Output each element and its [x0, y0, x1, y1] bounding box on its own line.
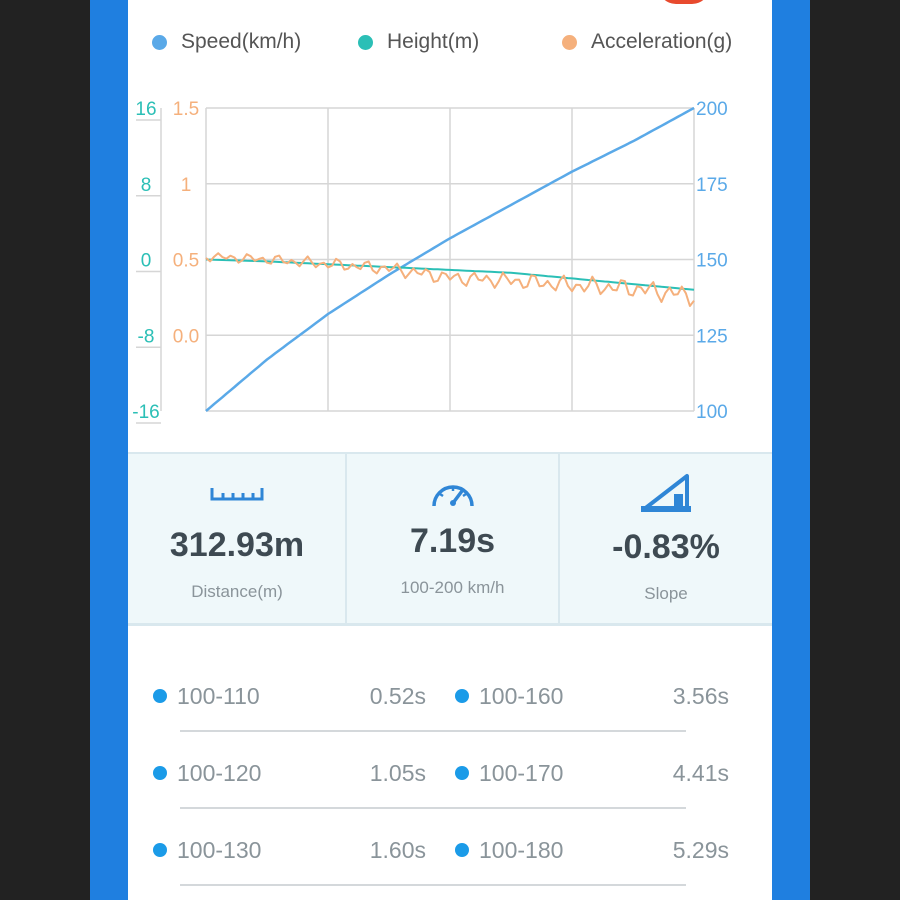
stat-divider — [345, 454, 347, 624]
split-time: 4.41s — [672, 760, 729, 786]
split-dot-icon — [455, 689, 469, 703]
split-range: 100-110 — [177, 682, 260, 709]
split-row: 100-110 0.52s 100-160 3.56s — [128, 676, 772, 716]
split-row: 100-120 1.05s 100-170 4.41s — [128, 753, 772, 793]
split-range: 100-170 — [479, 759, 564, 786]
results-card: Speed(km/h) Height(m) Acceleration(g) 16… — [128, 0, 772, 900]
split-time: 1.60s — [369, 837, 426, 863]
split-range: 100-130 — [177, 836, 262, 863]
split-range: 100-120 — [177, 759, 262, 786]
slope-value: -0.83% — [612, 528, 720, 566]
speed-tick-label: 200 — [696, 99, 728, 120]
split-right: 100-180 — [455, 830, 563, 870]
legend-height-label: Height(m) — [387, 30, 480, 53]
legend-height[interactable]: Height(m) — [358, 30, 479, 54]
acceleration-tick-label: 1.5 — [173, 99, 199, 120]
speed-legend-dot-icon — [152, 34, 167, 50]
brand-logo — [658, 0, 710, 4]
split-dot-icon — [153, 766, 167, 780]
stat-distance: 312.93m Distance(m) — [128, 454, 346, 624]
height-tick-label: 8 — [141, 175, 152, 196]
height-tick-label: 0 — [141, 251, 152, 272]
acceleration-tick-label: 0.5 — [173, 251, 199, 272]
stats-panel: 312.93m Distance(m) 7.19s 100-200 km/h -… — [128, 452, 772, 626]
split-time: 0.52s — [369, 683, 426, 709]
legend-speed-label: Speed(km/h) — [181, 30, 302, 53]
split-time: 5.29s — [672, 837, 729, 863]
stat-time: 7.19s 100-200 km/h — [347, 454, 558, 624]
speed-tick-label: 100 — [696, 402, 728, 423]
height-tick-label: -16 — [132, 402, 159, 423]
slope-icon — [641, 474, 691, 512]
height-legend-dot-icon — [358, 34, 373, 50]
split-dot-icon — [455, 843, 469, 857]
split-left: 100-110 — [153, 676, 260, 716]
height-tick-label: -8 — [138, 326, 155, 347]
legend-acceleration-label: Acceleration(g) — [591, 30, 733, 53]
split-right: 100-160 — [455, 676, 563, 716]
split-left: 100-120 — [153, 753, 261, 793]
speed-tick-label: 125 — [696, 326, 728, 347]
legend-acceleration[interactable]: Acceleration(g) — [562, 30, 732, 54]
split-dot-icon — [153, 689, 167, 703]
row-divider — [180, 730, 686, 732]
split-dot-icon — [153, 843, 167, 857]
chart-legend: Speed(km/h) Height(m) Acceleration(g) — [128, 30, 772, 60]
split-time: 3.56s — [672, 683, 729, 709]
run-chart: 16 8 0 -8 -16 1.5 1 0.5 0.0 200 175 150 125 100 — [132, 99, 728, 424]
acceleration-tick-label: 0.0 — [173, 326, 199, 347]
stat-slope: -0.83% Slope — [560, 454, 772, 624]
split-range: 100-180 — [479, 836, 564, 863]
time-label: 100-200 km/h — [400, 578, 505, 597]
slope-label: Slope — [644, 584, 688, 603]
stat-divider — [558, 454, 560, 624]
speed-tick-label: 150 — [696, 251, 728, 272]
ruler-icon — [210, 488, 264, 501]
row-divider — [180, 807, 686, 809]
split-times-list: 100-110 0.52s 100-160 3.56s 100-120 1.05… — [128, 626, 772, 900]
legend-speed[interactable]: Speed(km/h) — [152, 30, 301, 54]
split-row: 100-130 1.60s 100-180 5.29s — [128, 830, 772, 870]
distance-label: Distance(m) — [191, 582, 283, 601]
height-tick-label: 16 — [135, 99, 156, 120]
speedometer-icon — [431, 485, 474, 507]
acceleration-series-line — [205, 252, 695, 307]
split-range: 100-160 — [479, 682, 564, 709]
speed-tick-label: 175 — [696, 175, 728, 196]
split-right: 100-170 — [455, 753, 563, 793]
row-divider — [180, 884, 686, 886]
split-time: 1.05s — [369, 760, 426, 786]
acceleration-legend-dot-icon — [562, 34, 577, 50]
split-dot-icon — [455, 766, 469, 780]
distance-value: 312.93m — [169, 526, 305, 564]
acceleration-tick-label: 1 — [181, 175, 192, 196]
speed-series-line — [205, 106, 695, 412]
split-left: 100-130 — [153, 830, 261, 870]
time-value: 7.19s — [409, 522, 496, 560]
